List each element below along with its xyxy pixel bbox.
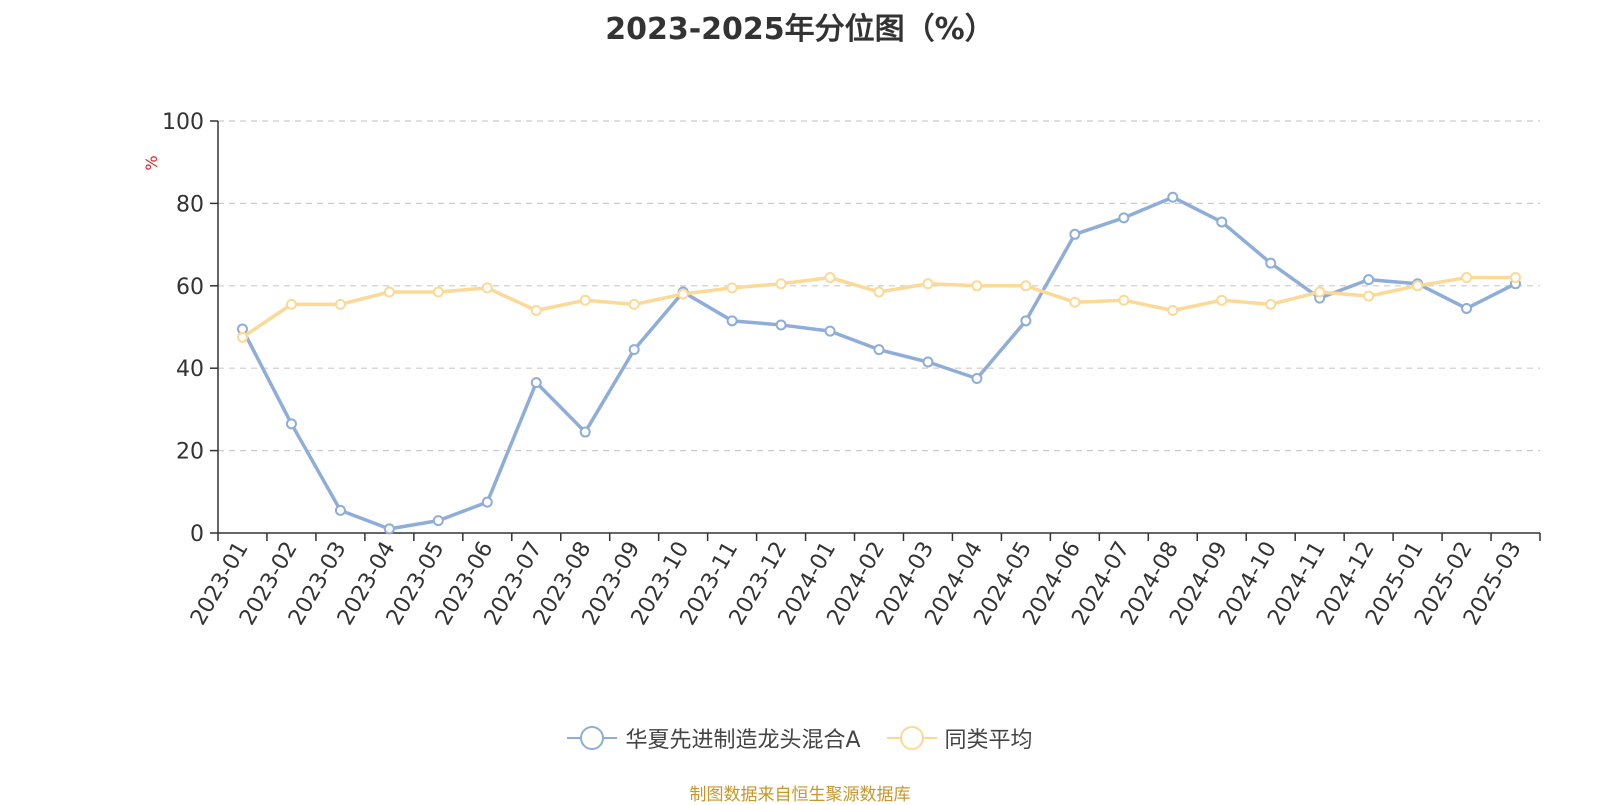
legend-item-series-2[interactable]: 同类平均 [886,722,1033,754]
series-2-point-2024-01 [824,272,836,284]
y-tick-label-80: 80 [176,192,204,217]
series-2-point-2023-06 [481,282,493,294]
series-1-point-2023-08 [579,426,591,438]
series-1-point-2023-06 [481,496,493,508]
series-1-point-2023-07 [530,377,542,389]
axes [217,121,1540,534]
legend: 华夏先进制造龙头混合A 同类平均 [0,722,1600,754]
series-2-point-2024-06 [1069,296,1081,308]
y-tick-label-40: 40 [176,357,204,382]
series-1-point-2024-01 [824,325,836,337]
y-axis-ticks: 0 20 40 60 80 100 [162,110,218,547]
series-2-point-2024-05 [1020,280,1032,292]
series-1-point-2023-04 [383,523,395,535]
series-group [236,191,1522,535]
series-2-point-2024-09 [1216,294,1228,306]
series-1-point-2024-07 [1118,212,1130,224]
series-2-point-2023-08 [579,294,591,306]
series-1-point-2024-04 [971,373,983,384]
y-tick-label-100: 100 [162,110,204,135]
series-2-point-2023-03 [334,298,346,310]
series-2-point-2024-11 [1314,286,1326,298]
series-2-point-2023-11 [726,282,738,294]
series-1-point-2024-06 [1069,228,1081,240]
series-1-point-2024-09 [1216,216,1228,228]
series-1-point-2023-02 [285,418,297,430]
series-2-point-2024-10 [1265,298,1277,310]
y-axis-label: % [142,155,161,170]
series-2-point-2025-02 [1461,272,1473,284]
series-2-point-2023-02 [285,298,297,310]
series-2-point-2024-04 [971,280,983,292]
series-1-point-2024-08 [1167,191,1179,203]
legend-swatch-series-1 [567,725,618,751]
series-2-point-2023-07 [530,305,542,317]
y-tick-label-20: 20 [176,440,204,465]
series-2-point-2023-12 [775,278,787,290]
series-2-point-2023-10 [677,288,689,300]
series-2-point-2024-03 [922,278,934,290]
y-tick-label-60: 60 [176,275,204,300]
series-1-point-2024-10 [1265,257,1277,269]
series-1-point-2023-09 [628,344,640,356]
legend-label-series-2: 同类平均 [944,728,1033,753]
x-axis-ticks: 2023-012023-022023-032023-042023-052023-… [186,533,1541,630]
series-2-point-2024-02 [873,286,885,298]
chart-title: 2023-2025年分位图（%） [605,12,995,47]
series-line-1 [240,195,1517,531]
series-1-point-2023-03 [334,504,346,516]
series-1-point-2024-02 [873,344,885,356]
source-note: 制图数据来自恒生聚源数据库 [689,785,911,805]
series-2-point-2023-05 [432,286,444,298]
y-tick-label-0: 0 [190,522,204,547]
legend-label-series-1: 华夏先进制造龙头混合A [625,728,861,753]
series-1-point-2024-05 [1020,315,1032,327]
series-2-point-2025-01 [1412,280,1424,292]
series-1-point-2023-05 [432,515,444,527]
series-2-point-2023-04 [383,286,395,298]
grid-lines [218,120,1540,452]
series-2-point-2024-07 [1118,294,1130,306]
series-2-point-2024-08 [1167,305,1179,317]
series-1-point-2025-02 [1461,302,1473,314]
series-1-point-2023-11 [726,315,738,327]
legend-item-series-1[interactable]: 华夏先进制造龙头混合A [567,722,861,754]
series-2-point-2023-09 [628,298,640,310]
series-2-point-2023-01 [236,331,248,343]
series-1-point-2023-12 [775,319,787,331]
series-2-point-2024-12 [1363,290,1375,302]
series-1-point-2024-03 [922,356,934,368]
series-2-point-2025-03 [1510,272,1522,284]
legend-swatch-series-2 [886,725,937,751]
series-1-point-2024-12 [1363,274,1375,286]
